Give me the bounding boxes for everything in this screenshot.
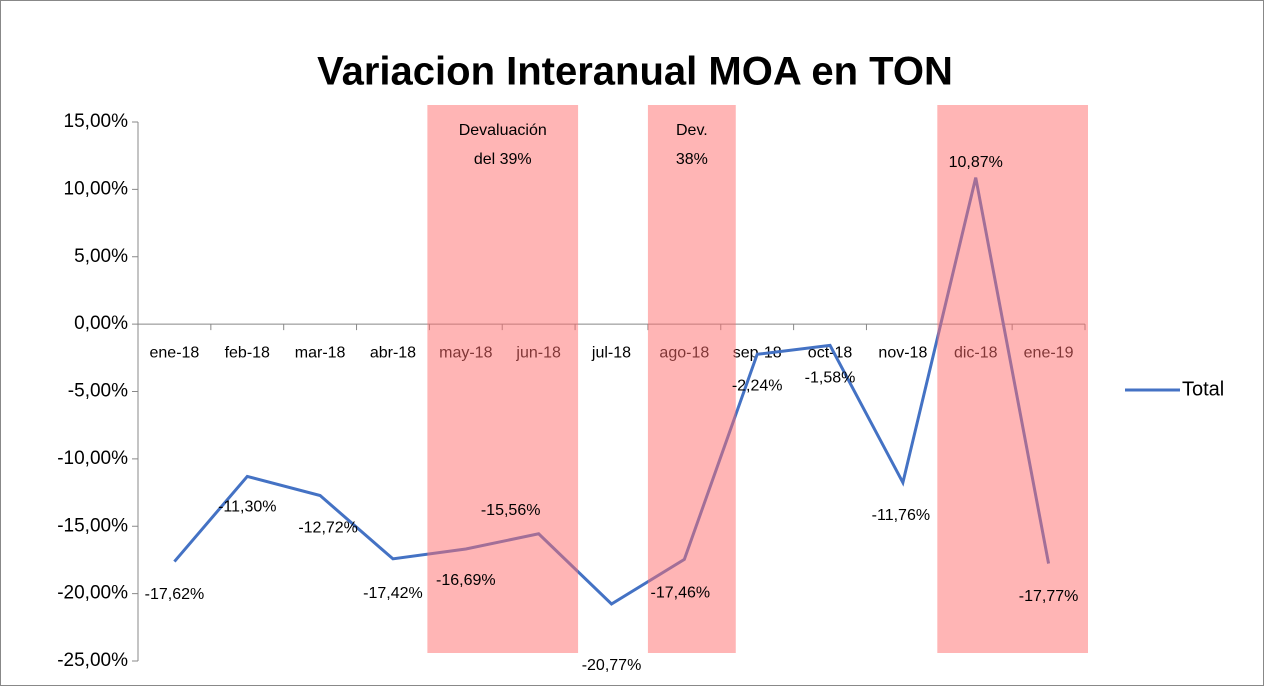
data-label: -17,46% xyxy=(651,585,711,602)
data-label: -20,77% xyxy=(582,657,642,674)
data-label: -15,56% xyxy=(481,502,541,519)
y-tick-label: 15,00% xyxy=(64,111,129,132)
x-tick-label: ene-18 xyxy=(150,344,200,361)
highlight-band xyxy=(937,105,1088,653)
highlight-band xyxy=(427,105,579,653)
data-label: -11,76% xyxy=(872,507,930,524)
annotation-text: Dev. xyxy=(676,122,708,139)
y-tick-label: -15,00% xyxy=(57,515,128,536)
annotation-text: 38% xyxy=(676,151,708,168)
data-label: -17,42% xyxy=(363,585,423,602)
annotation-text: Devaluación xyxy=(459,122,547,139)
data-label: -12,72% xyxy=(298,520,358,537)
y-tick-label: -25,00% xyxy=(57,650,128,671)
data-label: 10,87% xyxy=(949,154,1003,171)
y-tick-label: -10,00% xyxy=(57,448,128,469)
y-tick-label: -5,00% xyxy=(68,381,128,402)
x-tick-label: oct-18 xyxy=(808,344,853,361)
data-label: -11,30% xyxy=(218,499,276,516)
y-tick-label: 10,00% xyxy=(64,178,129,199)
data-label: -17,62% xyxy=(145,586,205,603)
chart-title: Variacion Interanual MOA en TON xyxy=(317,50,953,94)
data-label: -17,77% xyxy=(1019,588,1079,605)
x-tick-label: jul-18 xyxy=(591,344,631,361)
y-tick-label: 0,00% xyxy=(74,313,128,334)
x-tick-label: mar-18 xyxy=(295,344,346,361)
y-tick-label: 5,00% xyxy=(74,246,128,267)
x-tick-label: feb-18 xyxy=(225,344,270,361)
x-tick-label: abr-18 xyxy=(370,344,416,361)
legend-label: Total xyxy=(1182,378,1224,400)
data-label: -16,69% xyxy=(436,572,496,589)
x-tick-label: nov-18 xyxy=(878,344,927,361)
data-label: -2,24% xyxy=(732,378,783,395)
highlight-band xyxy=(647,105,736,653)
annotation-text: del 39% xyxy=(474,151,532,168)
data-label: -1,58% xyxy=(805,370,856,387)
y-tick-label: -20,00% xyxy=(57,583,128,604)
data-line xyxy=(173,177,1051,606)
